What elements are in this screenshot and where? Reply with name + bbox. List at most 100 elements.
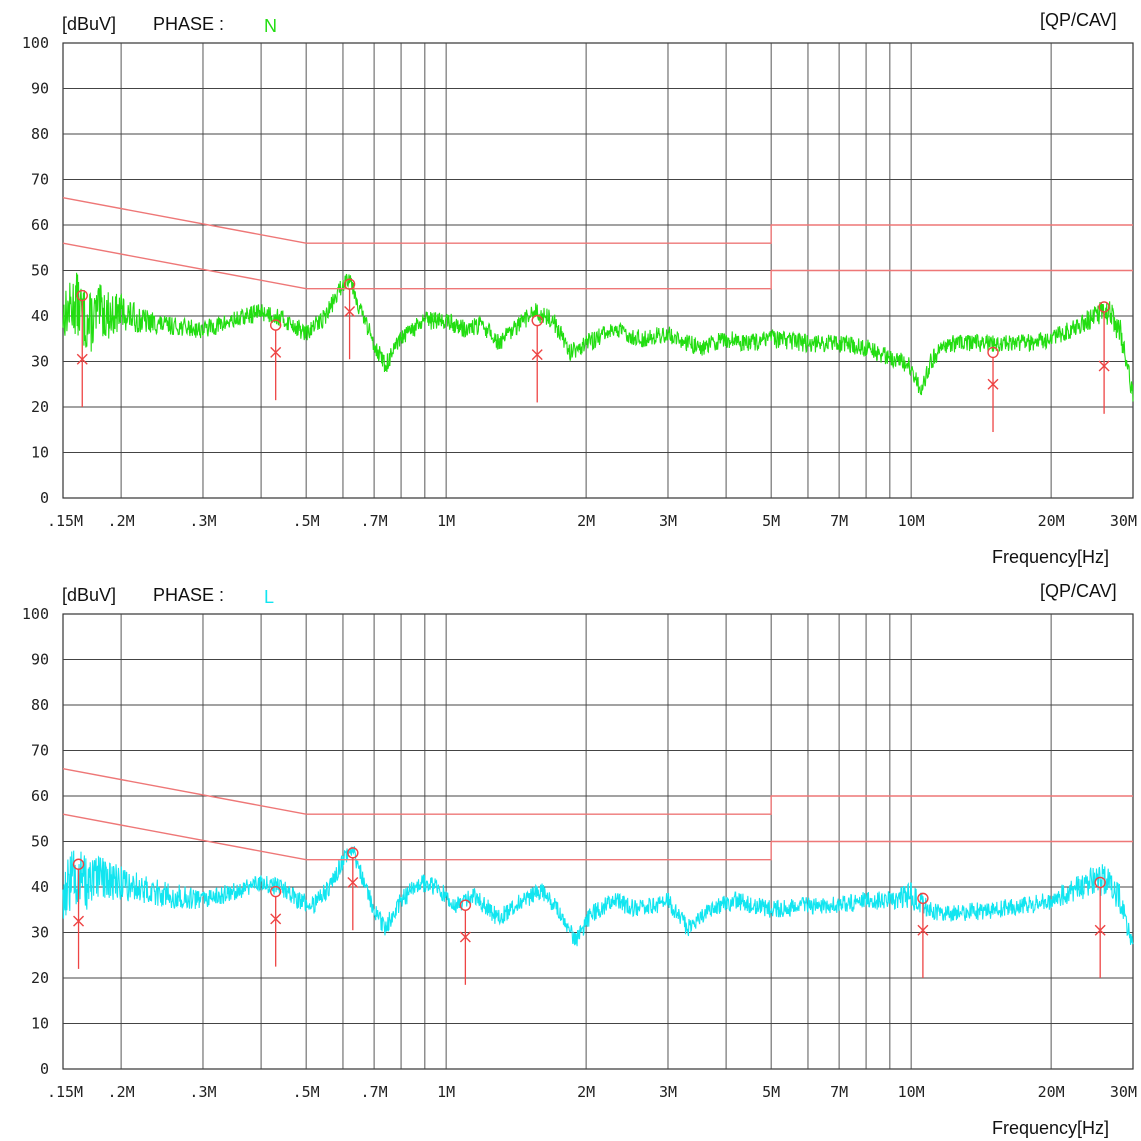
y-tick-label: 50 <box>31 262 49 280</box>
x-axis-label: Frequency[Hz] <box>992 1118 1110 1138</box>
x-tick-label: .3M <box>189 512 216 530</box>
peak-marker <box>269 319 282 401</box>
detector-label: [QP/CAV] <box>1040 10 1117 30</box>
detector-label: [QP/CAV] <box>1040 581 1117 601</box>
qp-marker <box>269 885 282 898</box>
y-tick-label: 20 <box>31 969 49 987</box>
x-tick-label: 5M <box>762 512 780 530</box>
peak-marker <box>343 278 356 360</box>
y-tick-label: 70 <box>31 742 49 760</box>
qp-limit-line <box>62 197 1133 244</box>
x-tick-label: .7M <box>361 1083 388 1101</box>
x-tick-label: 10M <box>898 1083 925 1101</box>
peak-marker <box>459 899 472 985</box>
y-tick-label: 40 <box>31 307 49 325</box>
qp-marker <box>1094 876 1106 889</box>
x-tick-label: 3M <box>659 512 677 530</box>
cav-marker <box>270 913 282 925</box>
cav-marker <box>531 349 543 361</box>
x-tick-label: .3M <box>189 1083 216 1101</box>
qp-marker <box>459 899 472 911</box>
emi-chart-phase-n: [dBuV] PHASE : N [QP/CAV] 100 90 80 70 60 50 4… <box>0 0 1141 570</box>
qp-marker <box>72 858 85 870</box>
cav-marker <box>270 346 282 358</box>
emi-chart-phase-l: [dBuV] PHASE : L [QP/CAV] 100 90 80 70 60 50 4… <box>0 571 1141 1141</box>
peak-marker <box>917 892 929 978</box>
peak-marker <box>531 314 543 403</box>
y-tick-label: 90 <box>31 80 49 98</box>
y-tick-label: 10 <box>31 1015 49 1033</box>
peak-marker <box>987 346 999 433</box>
peak-marker <box>76 289 88 407</box>
phase-label: PHASE : <box>153 585 225 605</box>
x-tick-label: .2M <box>108 1083 135 1101</box>
qp-marker <box>531 314 543 327</box>
y-tick-label: 90 <box>31 651 49 669</box>
y-tick-label: 30 <box>31 353 49 371</box>
measured-trace <box>62 272 1134 402</box>
y-tick-label: 40 <box>31 878 49 896</box>
unit-label: [dBuV] <box>62 585 117 605</box>
x-tick-label: 2M <box>577 512 595 530</box>
qp-limit-line <box>62 768 1133 815</box>
y-tick-label: 30 <box>31 924 49 942</box>
cav-marker <box>987 378 999 390</box>
x-tick-label: 7M <box>830 512 848 530</box>
x-tick-label: 5M <box>762 1083 780 1101</box>
cav-marker <box>76 353 88 365</box>
x-tick-label: .15M <box>47 1083 83 1101</box>
peak-marker <box>1098 301 1110 414</box>
y-tick-label: 10 <box>31 444 49 462</box>
cav-marker <box>347 876 359 888</box>
x-tick-label: 20M <box>1038 512 1065 530</box>
x-tick-label: .5M <box>293 1083 320 1101</box>
y-tick-label: 80 <box>31 696 49 714</box>
cav-marker <box>459 931 471 943</box>
y-tick-label: 60 <box>31 787 49 805</box>
peak-marker <box>72 858 85 969</box>
phase-value: N <box>264 16 277 36</box>
x-tick-label: 30M <box>1110 512 1137 530</box>
cav-marker <box>1094 924 1106 936</box>
qp-marker <box>987 346 999 359</box>
x-tick-label: 1M <box>437 512 455 530</box>
measured-trace <box>62 846 1134 947</box>
y-tick-label: 100 <box>22 34 49 52</box>
y-tick-label: 100 <box>22 605 49 623</box>
x-tick-label: .5M <box>293 512 320 530</box>
y-tick-label: 0 <box>40 489 49 507</box>
y-tick-label: 80 <box>31 125 49 143</box>
cav-marker <box>1098 360 1110 372</box>
cav-marker <box>73 915 85 927</box>
x-tick-label: 1M <box>437 1083 455 1101</box>
phase-value: L <box>264 587 275 607</box>
cav-marker <box>344 305 356 317</box>
peak-marker <box>347 847 359 931</box>
avg-limit-line <box>62 813 1133 861</box>
y-tick-label: 60 <box>31 216 49 234</box>
phase-label: PHASE : <box>153 14 225 34</box>
x-tick-label: .15M <box>47 512 83 530</box>
qp-marker <box>1098 301 1110 313</box>
y-tick-label: 70 <box>31 171 49 189</box>
x-tick-label: .7M <box>361 512 388 530</box>
x-tick-label: 7M <box>830 1083 848 1101</box>
qp-marker <box>917 892 929 905</box>
y-tick-label: 50 <box>31 833 49 851</box>
peak-marker <box>1094 876 1106 978</box>
x-tick-label: 20M <box>1038 1083 1065 1101</box>
avg-limit-line <box>62 242 1133 290</box>
unit-label: [dBuV] <box>62 14 117 34</box>
qp-marker <box>343 278 356 290</box>
x-tick-label: 30M <box>1110 1083 1137 1101</box>
x-tick-label: 3M <box>659 1083 677 1101</box>
cav-marker <box>917 924 929 936</box>
y-tick-label: 20 <box>31 398 49 416</box>
qp-marker <box>76 289 88 302</box>
x-tick-label: .2M <box>108 512 135 530</box>
x-tick-label: 10M <box>898 512 925 530</box>
qp-marker <box>347 847 359 859</box>
y-tick-label: 0 <box>40 1060 49 1078</box>
